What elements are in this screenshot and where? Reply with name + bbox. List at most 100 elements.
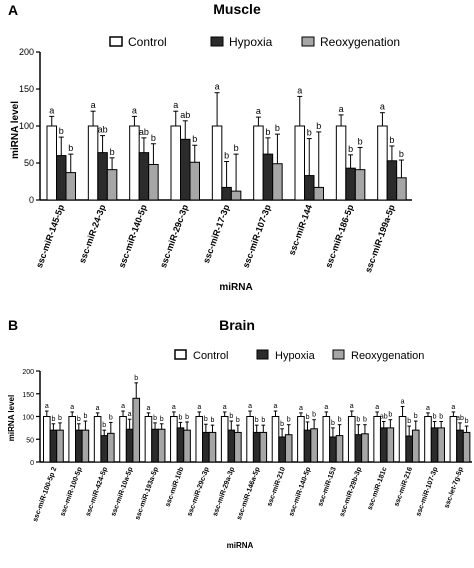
significance-label: ab [139, 127, 149, 137]
category-label: ssc-miR-153 [317, 466, 338, 507]
significance-label: b [83, 413, 87, 420]
significance-label: b [192, 134, 197, 144]
significance-label: b [287, 417, 291, 424]
panel-a-y-axis-title: miRNA level [10, 101, 21, 159]
significance-label: b [179, 414, 183, 421]
category-label: ssc-miR-10b [165, 466, 186, 508]
y-tick-label: 0 [29, 195, 34, 205]
bar [456, 429, 464, 463]
significance-label: b [306, 414, 310, 421]
significance-label: b [109, 414, 113, 421]
significance-label: a [215, 82, 220, 92]
bar [246, 416, 254, 463]
significance-label: b [153, 415, 157, 422]
y-tick-label: 100 [19, 121, 34, 131]
bar [211, 125, 223, 201]
category-label: ssc-miR-107-3p [415, 466, 439, 517]
significance-label: ab [180, 110, 190, 120]
panel-a-x-axis-title: miRNA [219, 282, 252, 293]
bar [379, 427, 388, 463]
significance-label: a [197, 404, 201, 411]
significance-label: b [356, 417, 360, 424]
bar [68, 416, 77, 463]
legend-label-control: Control [128, 35, 167, 49]
significance-label: b [465, 418, 469, 425]
category-label: ssc-miR-107-3p [241, 203, 273, 269]
bar [462, 431, 471, 463]
significance-label: ab [380, 414, 388, 421]
bar [220, 416, 229, 463]
significance-label: b [280, 421, 284, 428]
bar [43, 416, 51, 463]
significance-label: b [204, 416, 208, 423]
bar [284, 434, 293, 463]
bar [313, 186, 324, 201]
significance-label: a [132, 105, 137, 115]
panel-a-letter: A [8, 2, 18, 18]
panel-b-title: Brain [219, 317, 255, 333]
significance-label: b [77, 416, 81, 423]
significance-label: b [102, 422, 106, 429]
bar [386, 160, 398, 201]
significance-label: b [407, 418, 411, 425]
significance-label: a [339, 104, 344, 114]
bar [183, 429, 191, 463]
significance-label: b [224, 151, 229, 161]
significance-label: b [358, 136, 363, 146]
bar [304, 175, 315, 201]
bar [125, 428, 134, 463]
significance-label: a [49, 105, 54, 115]
bar [151, 428, 159, 463]
significance-label: b [261, 417, 265, 424]
category-label: ssc-miR-193a-5p [134, 466, 160, 521]
significance-label: a [91, 100, 96, 110]
significance-label: a [297, 85, 302, 95]
legend-label-reoxygenation: Reoxygenation [320, 35, 400, 49]
category-label: ssc-let-7g-5p [444, 466, 465, 509]
bar [294, 125, 305, 201]
y-tick-label: 200 [22, 369, 34, 376]
category-label: ssc-miR-29a-3p [212, 466, 236, 517]
bar [56, 429, 64, 463]
bar [335, 435, 344, 463]
legend-swatch-reoxygenation [301, 36, 315, 47]
significance-label: b [59, 126, 64, 136]
bar [396, 177, 407, 201]
bar [310, 428, 318, 463]
legend-label-hypoxia: Hypoxia [229, 35, 273, 49]
bar [373, 416, 381, 463]
panel-a-title: Muscle [213, 1, 261, 17]
panel-b-x-axis-title: miRNA [227, 541, 254, 550]
bar [170, 125, 181, 201]
y-tick-label: 0 [30, 460, 34, 467]
category-label: ssc-miR-140-5p [288, 466, 312, 517]
bar [176, 427, 185, 463]
category-label: ssc-miR-17-3p [201, 203, 232, 265]
bar [361, 433, 369, 463]
panel-a-plot: 050100150200abbssc-miR-145-5paabbssc-miR… [19, 47, 412, 274]
y-tick-label: 150 [19, 84, 34, 94]
category-label: ssc-miR-424-5p [85, 466, 109, 517]
bar [449, 416, 458, 463]
significance-label: ab [98, 125, 108, 135]
bar [65, 172, 76, 201]
legend-swatch-hypoxia [256, 349, 269, 360]
category-label: ssc-miR-216 [393, 466, 414, 507]
bar [129, 125, 140, 201]
bar [297, 416, 305, 463]
bar [411, 429, 420, 463]
significance-label: a [128, 411, 132, 418]
significance-label: b [312, 412, 316, 419]
bar [262, 153, 274, 201]
significance-label: a [256, 106, 261, 116]
bar [132, 397, 141, 463]
category-label: ssc-miR-140-5p [117, 203, 149, 269]
category-label: ssc-miR-100-5p [59, 466, 83, 517]
bar [100, 435, 109, 463]
bar [202, 431, 210, 463]
significance-label: b [265, 127, 270, 137]
significance-label: a [375, 404, 379, 411]
legend-swatch-control [109, 36, 123, 47]
